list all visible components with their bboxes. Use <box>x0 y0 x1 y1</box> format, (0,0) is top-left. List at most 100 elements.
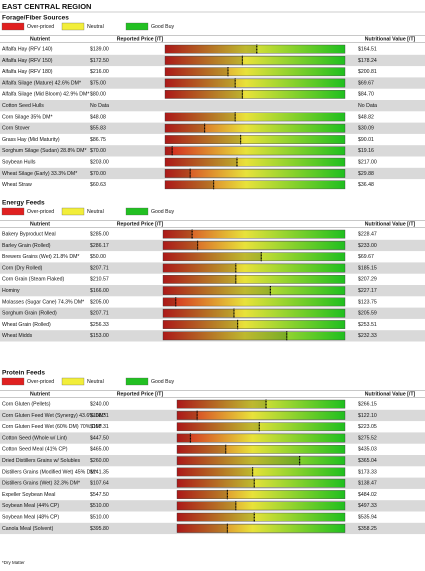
nutrient: Expeller Soybean Meal <box>2 492 55 498</box>
price: $107.64 <box>90 481 109 487</box>
legend-label: Good Buy <box>151 379 174 385</box>
price: $205.00 <box>90 299 109 305</box>
value: $253.51 <box>358 322 377 328</box>
price: $55.83 <box>90 126 106 132</box>
legend-swatch <box>1 207 25 216</box>
gauge-shade <box>177 456 300 465</box>
nutrient: Corn (Dry Rolled) <box>2 265 43 271</box>
nutrient: Wheat Midds <box>2 333 33 339</box>
gauge-shade <box>163 263 236 273</box>
value: $217.00 <box>358 160 377 166</box>
gauge-bar <box>176 411 346 420</box>
value: $123.75 <box>358 299 377 305</box>
price: $395.80 <box>90 526 109 532</box>
nutrient: Alfalfa Silage (Mid Bloom) 42.9% DM* <box>2 92 89 98</box>
gauge-shade <box>163 275 236 284</box>
legend-swatch <box>1 22 25 31</box>
row-stripe <box>0 100 425 112</box>
price: $285.00 <box>90 232 109 238</box>
price: $510.00 <box>90 503 109 509</box>
value: $228.47 <box>358 232 377 238</box>
gauge-bar <box>162 331 346 341</box>
gauge-shade <box>177 445 226 454</box>
header-price: Reported Price [/T] <box>117 391 164 397</box>
price: $86.75 <box>90 137 106 143</box>
value: $84.70 <box>358 92 374 98</box>
nutrient: Wheat Silage (Early) 33.3% DM* <box>2 171 77 177</box>
gauge-bar <box>164 112 346 122</box>
gauge-shade <box>177 479 255 488</box>
value: $207.29 <box>358 277 377 283</box>
nutrient: Wheat Straw <box>2 182 32 188</box>
price: No Data <box>90 103 109 109</box>
gauge-bar <box>176 512 346 522</box>
price: $210.57 <box>90 277 109 283</box>
gauge-shade <box>177 433 191 443</box>
header-value: Nutritional Value [/T] <box>365 221 416 227</box>
nutrient: Distillers Grains (Wet) 32.3% DM* <box>2 481 80 487</box>
gauge-shade <box>177 467 253 477</box>
gauge-bar <box>164 157 346 167</box>
header-nutrient: Nutrient <box>30 36 50 42</box>
header-value: Nutritional Value [/T] <box>365 391 416 397</box>
nutrient: Corn Silage 35% DM* <box>2 114 52 120</box>
price: $465.00 <box>90 447 109 453</box>
section-title: Forage/Fiber Sources <box>2 15 69 22</box>
gauge-bar <box>164 169 346 178</box>
gauge-bar <box>162 308 346 318</box>
header-price: Reported Price [/T] <box>117 221 164 227</box>
value: $36.48 <box>358 182 374 188</box>
gauge-bar <box>164 89 346 99</box>
gauge-bar <box>164 78 346 88</box>
gauge-bar <box>176 478 346 488</box>
value: $138.47 <box>358 481 377 487</box>
gauge-shade <box>165 180 214 189</box>
gauge-shade <box>163 252 262 261</box>
price: $75.00 <box>90 80 106 86</box>
gauge-shade <box>165 67 228 76</box>
gauge-bar <box>162 263 346 273</box>
value: $29.88 <box>358 171 374 177</box>
nutrient: Brewers Grains (Wet) 21.8% DM* <box>2 254 79 260</box>
value: $435.03 <box>358 447 377 453</box>
nutrient: Corn Grain (Steam Flaked) <box>2 277 65 283</box>
legend-swatch <box>125 22 149 31</box>
nutrient: Alfalfa Hay (RFV 140) <box>2 47 53 53</box>
gauge-shade <box>165 158 237 167</box>
price: $168.31 <box>90 413 109 419</box>
legend-label: Over-priced <box>27 379 54 385</box>
value: $69.67 <box>358 80 374 86</box>
legend-swatch <box>61 377 85 386</box>
gauge-shade <box>163 297 176 307</box>
value: $48.82 <box>358 114 374 120</box>
value: $358.25 <box>358 526 377 532</box>
section-title: Energy Feeds <box>2 200 45 207</box>
legend-swatch <box>125 377 149 386</box>
gauge-bar <box>162 252 346 262</box>
legend-label: Over-priced <box>27 209 54 215</box>
gauge-shade <box>177 490 228 499</box>
gauge-bar <box>162 275 346 284</box>
price: $153.00 <box>90 333 109 339</box>
nutrient: Cotton Seed Hulls <box>2 103 44 109</box>
legend-swatch <box>1 377 25 386</box>
gauge-shade <box>165 90 243 99</box>
legend-label: Neutral <box>87 24 104 30</box>
gauge-shade <box>177 411 198 420</box>
legend-label: Over-priced <box>27 24 54 30</box>
price: $447.50 <box>90 435 109 441</box>
legend-swatch <box>61 207 85 216</box>
nutrient: Hominy <box>2 288 20 294</box>
header-nutrient: Nutrient <box>30 391 50 397</box>
nutrient: Corn Gluten Feed Wet (60% DM) 70% DM* <box>2 424 102 430</box>
gauge-shade <box>163 309 234 318</box>
gauge-shade <box>177 400 267 409</box>
nutrient: Dried Distillers Grains w/ Solubles <box>2 458 81 464</box>
nutrient: Alfalfa Silage (Mature) 42.6% DM* <box>2 80 81 86</box>
price: $141.35 <box>90 469 109 475</box>
nutrient: Wheat Grain (Rolled) <box>2 322 51 328</box>
price: $203.00 <box>90 160 109 166</box>
nutrient: Sorghum Grain (Rolled) <box>2 311 57 317</box>
gauge-shade <box>177 501 236 510</box>
